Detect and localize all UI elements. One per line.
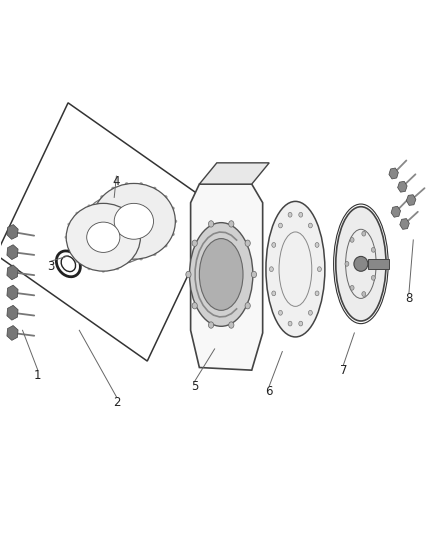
Ellipse shape [190,223,253,326]
Ellipse shape [272,291,276,296]
Ellipse shape [371,247,375,252]
Polygon shape [199,163,269,184]
Ellipse shape [153,187,156,190]
Polygon shape [7,245,18,260]
Ellipse shape [299,212,303,217]
Ellipse shape [272,243,276,247]
Ellipse shape [125,257,128,261]
Ellipse shape [88,267,91,270]
Ellipse shape [308,310,312,315]
Ellipse shape [245,240,250,246]
Ellipse shape [192,303,197,309]
Ellipse shape [208,221,214,227]
Ellipse shape [139,257,143,261]
Ellipse shape [192,240,197,246]
Ellipse shape [354,256,368,271]
Text: 8: 8 [405,292,413,305]
Ellipse shape [269,266,273,271]
Ellipse shape [171,232,175,236]
Polygon shape [391,206,401,217]
Polygon shape [7,305,18,320]
Ellipse shape [229,322,234,328]
Ellipse shape [93,232,97,236]
Ellipse shape [139,182,143,186]
Polygon shape [368,259,389,269]
Ellipse shape [88,204,91,207]
Text: 6: 6 [265,385,273,398]
Ellipse shape [171,207,175,210]
Ellipse shape [279,223,283,228]
Ellipse shape [318,266,321,271]
Ellipse shape [315,291,319,296]
Ellipse shape [75,260,79,263]
Polygon shape [389,168,399,179]
Ellipse shape [116,267,119,270]
Ellipse shape [66,204,141,271]
Ellipse shape [186,271,191,278]
Ellipse shape [371,276,375,280]
Text: 2: 2 [113,395,120,409]
Ellipse shape [245,303,250,309]
Ellipse shape [125,182,128,186]
Polygon shape [7,285,18,300]
Ellipse shape [102,270,105,273]
Ellipse shape [116,204,119,207]
Ellipse shape [111,252,115,256]
Ellipse shape [128,212,131,215]
Ellipse shape [350,285,354,290]
Ellipse shape [208,322,214,328]
Polygon shape [191,184,263,370]
Ellipse shape [136,249,139,252]
Ellipse shape [100,244,104,247]
Ellipse shape [362,231,366,236]
Text: 7: 7 [340,364,347,377]
Ellipse shape [128,260,131,263]
Ellipse shape [111,187,115,190]
Polygon shape [406,195,416,205]
Ellipse shape [100,195,104,199]
Ellipse shape [350,238,354,243]
Polygon shape [7,265,18,280]
Ellipse shape [102,202,105,205]
Ellipse shape [229,221,234,227]
Ellipse shape [315,243,319,247]
Ellipse shape [153,252,156,256]
Ellipse shape [92,183,175,259]
Ellipse shape [75,212,79,215]
Ellipse shape [266,201,325,337]
Ellipse shape [93,207,97,210]
Text: 4: 4 [113,175,120,188]
Ellipse shape [251,271,257,278]
Ellipse shape [308,223,312,228]
Polygon shape [398,181,407,192]
Polygon shape [7,224,18,239]
Text: 5: 5 [191,379,199,393]
Ellipse shape [173,220,177,223]
Ellipse shape [136,223,139,226]
Ellipse shape [139,236,142,239]
Ellipse shape [87,222,120,253]
Ellipse shape [299,321,303,326]
Ellipse shape [164,244,167,247]
Ellipse shape [279,310,283,315]
Ellipse shape [67,249,71,252]
Ellipse shape [91,220,94,223]
Ellipse shape [67,223,71,226]
Ellipse shape [362,292,366,296]
Ellipse shape [164,195,167,199]
Text: 3: 3 [47,260,55,273]
Polygon shape [400,219,410,229]
Polygon shape [7,326,18,341]
Ellipse shape [288,321,292,326]
Ellipse shape [64,236,68,239]
Ellipse shape [288,212,292,217]
Text: 1: 1 [34,369,42,382]
Ellipse shape [345,262,349,266]
Ellipse shape [114,204,153,239]
Ellipse shape [336,207,386,321]
Ellipse shape [199,239,243,310]
